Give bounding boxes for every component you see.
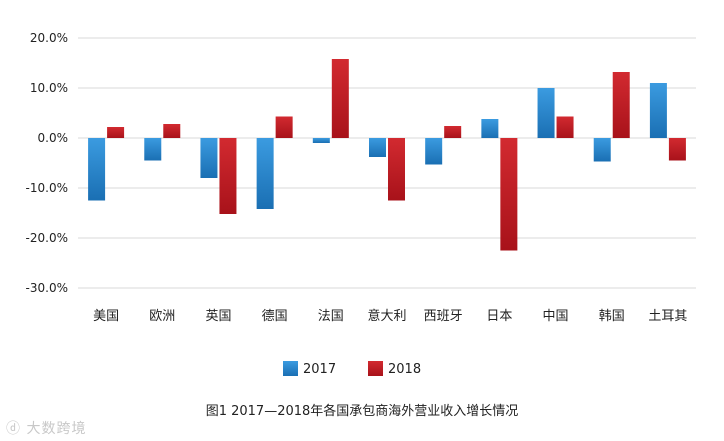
watermark-logo-icon: ⓓ [6,421,27,437]
x-tick-label: 意大利 [367,308,406,324]
bars [88,59,686,251]
x-axis: 美国 欧洲 英国 德国 法国 意大利 西班牙 日本 中国 韩国 土耳其 [93,308,687,324]
x-tick-label: 英国 [205,309,231,324]
bar-2017-5 [369,138,386,157]
bar-2017-7 [481,119,499,138]
figure-caption: 图1 2017—2018年各国承包商海外营业收入增长情况 [205,404,519,419]
x-tick-label: 中国 [543,309,569,324]
bar-2017-9 [593,138,611,162]
bar-2018-0 [107,127,125,138]
legend-swatch-2018 [368,361,383,376]
y-tick-label: 0.0% [38,131,69,145]
bar-2017-10 [649,83,667,138]
x-tick-label: 土耳其 [648,309,687,324]
y-axis: 20.0% 10.0% 0.0% -10.0% -20.0% -30.0% [26,31,68,295]
bar-2018-8 [556,116,574,138]
x-tick-label: 德国 [262,309,288,324]
bar-2018-4 [331,59,349,138]
x-tick-label: 欧洲 [149,309,175,324]
bar-2017-2 [200,138,218,178]
bar-2017-3 [256,138,274,209]
watermark-text: 大数跨境 [26,421,87,437]
x-tick-label: 美国 [93,309,119,324]
legend: 2017 2018 [283,361,421,377]
watermark: ⓓ 大数跨境 [6,418,86,438]
gridlines [78,37,696,289]
x-tick-label: 日本 [486,309,512,324]
x-tick-label: 韩国 [599,309,625,324]
y-tick-label: 20.0% [30,31,68,45]
bar-2017-1 [144,138,162,161]
bar-2018-9 [612,72,630,138]
bar-2018-2 [219,138,237,214]
bar-2018-1 [163,124,181,138]
x-tick-label: 西班牙 [424,309,463,324]
bar-2017-6 [425,138,443,165]
y-tick-label: -20.0% [26,231,68,245]
bar-2018-10 [668,138,686,161]
bar-2017-0 [88,138,106,201]
legend-label-2017: 2017 [303,362,336,377]
legend-label-2018: 2018 [388,362,421,377]
bar-2018-5 [388,138,405,201]
legend-swatch-2017 [283,361,298,376]
bar-2018-3 [275,116,293,138]
x-tick-label: 法国 [318,309,344,324]
y-tick-label: 10.0% [30,81,68,95]
y-tick-label: -10.0% [26,181,68,195]
bar-2018-6 [444,126,462,138]
bar-2018-7 [500,138,518,251]
bar-2017-8 [537,88,555,138]
bar-2017-4 [312,138,330,143]
y-tick-label: -30.0% [26,281,68,295]
